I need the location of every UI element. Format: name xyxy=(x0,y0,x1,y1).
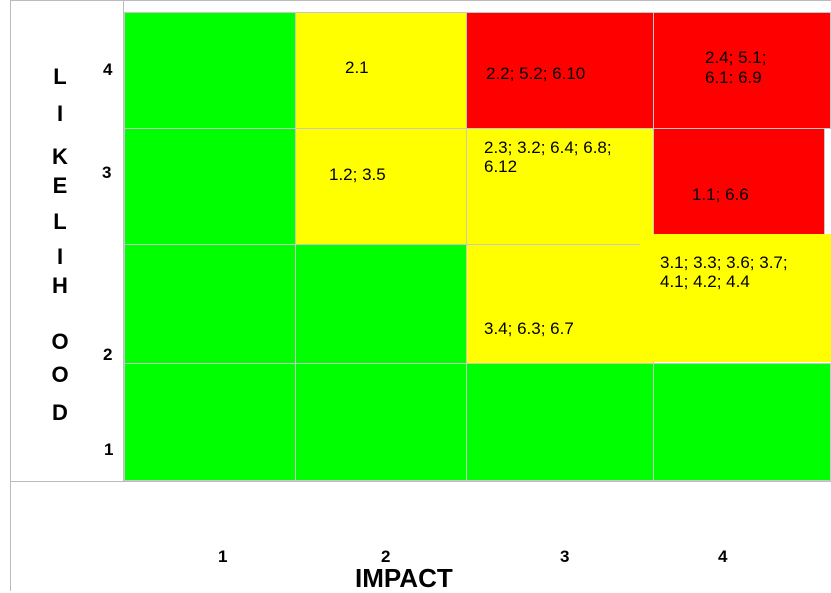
cell-l3-i3: 2.3; 3.2; 6.4; 6.8; 6.12 xyxy=(466,128,654,245)
likelihood-letter: L xyxy=(53,64,67,89)
cell-l2-i4: 3.1; 3.3; 3.6; 3.7; 4.1; 4.2; 4.4 xyxy=(640,234,831,362)
matrix-frame xyxy=(10,0,831,591)
impact-tick-1: 1 xyxy=(218,547,228,566)
cell-l2-i1 xyxy=(124,244,296,364)
cell-l1-i1 xyxy=(124,363,296,481)
cell-l2-i4-label: 3.1; 3.3; 3.6; 3.7; 4.1; 4.2; 4.4 xyxy=(660,253,788,291)
likelihood-axis-area xyxy=(10,0,124,481)
likelihood-letter: D xyxy=(52,400,68,425)
likelihood-letter: H xyxy=(52,273,68,298)
impact-tick-3: 3 xyxy=(560,547,570,566)
impact-tick-2: 2 xyxy=(381,547,391,566)
cell-l1-i3 xyxy=(466,363,654,481)
cell-l4-i4-label-2: 6.1: 6.9 xyxy=(705,68,762,87)
cell-l2-i2 xyxy=(295,244,467,364)
likelihood-letter: O xyxy=(51,329,69,354)
cell-l3-i2: 1.2; 3.5 xyxy=(295,128,467,245)
cell-l2-i3-label: 3.4; 6.3; 6.7 xyxy=(484,319,574,338)
cell-l3-i4: 1.1; 6.6 xyxy=(653,128,825,235)
likelihood-letter: E xyxy=(52,173,68,198)
cell-l4-i1 xyxy=(124,12,296,129)
likelihood-letter: O xyxy=(51,362,69,387)
cell-l1-i2 xyxy=(295,363,467,481)
likelihood-letter: I xyxy=(56,101,64,126)
cell-l4-i2-label: 2.1 xyxy=(345,58,369,77)
cell-l4-i4-label-1: 2.4; 5.1; xyxy=(705,48,767,67)
likelihood-letter: I xyxy=(56,244,64,269)
cell-l4-i4: 2.4; 5.1; 6.1: 6.9 xyxy=(653,12,831,129)
likelihood-tick-4: 4 xyxy=(103,60,113,79)
cell-l3-i3-label: 2.3; 3.2; 6.4; 6.8; 6.12 xyxy=(484,138,612,176)
likelihood-tick-2: 2 xyxy=(103,345,113,364)
impact-axis-label: IMPACT xyxy=(355,563,453,593)
impact-tick-4: 4 xyxy=(718,547,728,566)
cell-l1-i4 xyxy=(653,363,831,481)
cell-l4-i3-label: 2.2; 5.2; 6.10 xyxy=(486,64,586,83)
cell-l3-i1 xyxy=(124,128,296,245)
cell-l4-i3: 2.2; 5.2; 6.10 xyxy=(466,12,654,129)
cell-l3-i4-label: 1.1; 6.6 xyxy=(692,185,749,204)
likelihood-tick-1: 1 xyxy=(104,440,114,459)
likelihood-letter: K xyxy=(52,144,68,169)
cell-l4-i2: 2.1 xyxy=(295,12,467,129)
likelihood-letter: L xyxy=(53,209,67,234)
cell-l2-i3: 3.4; 6.3; 6.7 xyxy=(466,244,654,364)
cell-l3-i2-label: 1.2; 3.5 xyxy=(329,165,386,184)
impact-axis-divider xyxy=(10,481,831,482)
likelihood-tick-3: 3 xyxy=(102,163,112,182)
